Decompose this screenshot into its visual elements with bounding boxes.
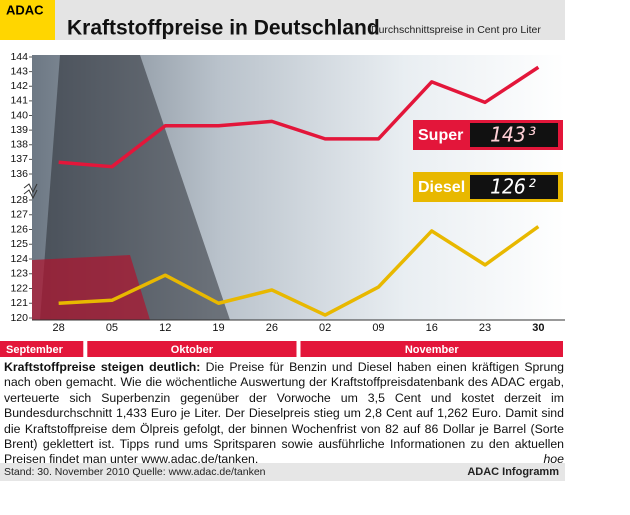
y-tick-label: 137 (10, 153, 28, 165)
x-tick-label: 16 (426, 322, 438, 334)
pump-image (40, 55, 230, 320)
x-tick-label: 23 (479, 322, 491, 334)
x-tick-label: 12 (159, 322, 171, 334)
x-tick-label: 09 (372, 322, 384, 334)
y-tick-label: 124 (10, 253, 28, 265)
y-tick-label: 121 (10, 297, 28, 309)
series-line (58, 225, 540, 317)
x-tick-label: 28 (53, 322, 65, 334)
article-body: Die Preise für Benzin und Diesel haben e… (4, 360, 565, 467)
legend-label: Super (418, 127, 463, 144)
value-label: 126² (490, 175, 538, 199)
chart-subtitle: Durchschnittspreise in Cent pro Liter (371, 24, 541, 36)
series-line (58, 65, 540, 169)
month-label: September (6, 344, 64, 356)
month-bar (87, 341, 297, 357)
y-tick-label: 123 (10, 268, 28, 280)
footer: Stand: 30. November 2010 Quelle: www.ada… (0, 463, 565, 481)
y-tick-label: 144 (10, 51, 28, 63)
chart-title: Kraftstoffpreise in Deutschland (67, 17, 380, 40)
y-tick-label: 136 (10, 168, 28, 180)
article-author: hoe (543, 452, 564, 467)
y-tick-label: 141 (10, 95, 28, 107)
y-tick-label: 139 (10, 124, 28, 136)
x-tick-label: 02 (319, 322, 331, 334)
value-label: 143³ (490, 123, 538, 147)
x-tick-label: 05 (106, 322, 118, 334)
legend-label: Diesel (418, 179, 465, 196)
header-band (55, 0, 565, 40)
axis-break (23, 183, 38, 200)
article: Kraftstoffpreise steigen deutlich: Die P… (4, 360, 564, 468)
y-tick-label: 142 (10, 80, 28, 92)
footer-brand: ADAC Infogramm (467, 466, 559, 478)
month-bar (300, 341, 563, 357)
price-display (470, 175, 558, 199)
pump-image (32, 255, 150, 320)
labels: 136 137 138 139 140 141 142 143 144 120 121 122 123 1… (0, 51, 565, 357)
footer-source: Stand: 30. November 2010 Quelle: www.ada… (4, 466, 266, 478)
y-tick-label: 126 (10, 223, 28, 235)
y-tick-label: 125 (10, 238, 28, 250)
logo-text: ADAC (6, 2, 44, 17)
y-tick-label: 138 (10, 139, 28, 151)
marks (58, 65, 540, 317)
y-tick-label: 122 (10, 282, 28, 294)
x-tick-label: 26 (266, 322, 278, 334)
y-tick-label: 140 (10, 109, 28, 121)
x-tick-label: 19 (212, 322, 224, 334)
price-display (470, 123, 558, 147)
month-label: November (405, 344, 460, 356)
adac-logo (0, 0, 55, 40)
y-tick-label: 127 (10, 209, 28, 221)
x-tick-label: 30 (532, 322, 544, 334)
month-label: Oktober (171, 344, 214, 356)
y-tick-label: 128 (10, 194, 28, 206)
article-lead: Kraftstoffpreise steigen deutlich: (4, 360, 201, 374)
month-bar (0, 341, 84, 357)
y-tick-label: 120 (10, 312, 28, 324)
y-tick-label: 143 (10, 65, 28, 77)
